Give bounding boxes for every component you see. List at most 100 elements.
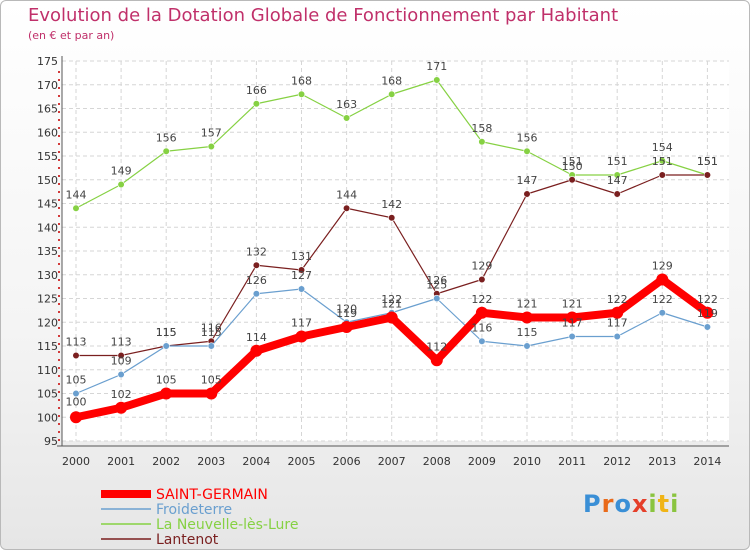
y-tick-label: 105 — [37, 388, 58, 401]
data-label: 113 — [66, 336, 87, 349]
y-tick-label: 165 — [37, 103, 58, 116]
data-label: 147 — [607, 174, 628, 187]
x-tick-label: 2012 — [603, 455, 631, 468]
data-point — [252, 100, 260, 108]
data-label: 171 — [426, 60, 447, 73]
logo-letter: P — [583, 490, 602, 518]
data-point — [297, 285, 306, 293]
data-label: 121 — [381, 298, 402, 311]
data-point — [340, 321, 353, 333]
data-point — [568, 176, 576, 184]
y-tick-label: 170 — [37, 79, 58, 92]
data-label: 125 — [426, 279, 447, 292]
data-label: 121 — [562, 298, 583, 311]
x-tick-label: 2008 — [423, 455, 451, 468]
data-point — [207, 342, 215, 350]
y-tick-label: 130 — [37, 269, 58, 282]
data-point — [658, 157, 666, 165]
proxiti-logo: Proxiti — [583, 490, 679, 518]
data-label: 151 — [697, 155, 718, 168]
data-label: 115 — [156, 326, 177, 339]
data-point — [523, 147, 531, 155]
data-point — [433, 294, 441, 303]
x-tick-label: 2006 — [333, 455, 361, 468]
data-point — [430, 354, 443, 367]
data-label: 105 — [201, 374, 222, 387]
data-label: 147 — [517, 174, 538, 187]
data-label: 116 — [201, 321, 222, 334]
x-tick-label: 2003 — [197, 455, 225, 468]
data-point — [297, 266, 306, 274]
data-point — [475, 306, 488, 319]
data-point — [523, 190, 531, 198]
x-tick-label: 2002 — [152, 455, 180, 468]
data-label: 129 — [471, 260, 492, 273]
data-point — [433, 76, 441, 84]
data-point — [521, 311, 533, 324]
data-label: 132 — [246, 245, 267, 258]
data-label: 151 — [697, 155, 718, 168]
y-tick-label: 150 — [37, 174, 58, 187]
x-tick-label: 2005 — [288, 455, 316, 468]
data-label: 144 — [66, 188, 87, 201]
y-tick-label: 145 — [37, 198, 58, 211]
data-point — [703, 171, 712, 179]
y-tick-label: 155 — [37, 150, 58, 163]
data-point — [388, 214, 396, 222]
data-label: 114 — [246, 331, 267, 344]
data-label: 115 — [156, 326, 177, 339]
data-point — [117, 351, 125, 360]
data-label: 117 — [291, 317, 312, 330]
data-label: 100 — [66, 395, 87, 408]
data-label: 119 — [336, 307, 357, 320]
data-label: 119 — [697, 307, 718, 320]
data-label: 156 — [517, 131, 538, 144]
data-label: 156 — [156, 131, 177, 144]
logo-letter: i — [670, 490, 680, 518]
x-tick-label: 2013 — [648, 455, 676, 468]
data-label: 129 — [652, 260, 673, 273]
data-label: 102 — [111, 388, 132, 401]
data-label: 116 — [471, 321, 492, 334]
data-point — [613, 190, 621, 198]
data-point — [703, 323, 712, 331]
logo-letter: t — [657, 490, 671, 518]
x-tick-label: 2000 — [62, 455, 90, 468]
x-tick-label: 2011 — [558, 455, 586, 468]
x-tick-label: 2004 — [242, 455, 270, 468]
data-point — [656, 273, 669, 286]
data-label: 122 — [381, 293, 402, 306]
data-label: 157 — [201, 127, 222, 140]
data-label: 142 — [381, 198, 402, 211]
data-label: 151 — [652, 155, 673, 168]
logo-letter: i — [648, 490, 658, 518]
y-tick-label: 175 — [37, 55, 58, 68]
chart-subtitle: (en € et par an) — [28, 29, 115, 42]
x-tick-label: 2007 — [378, 455, 406, 468]
data-point — [385, 311, 398, 324]
y-tick-label: 125 — [37, 293, 58, 306]
data-label: 151 — [562, 155, 583, 168]
data-point — [566, 311, 579, 324]
data-point — [72, 351, 80, 360]
data-point — [613, 171, 621, 179]
data-label: 126 — [426, 274, 447, 287]
data-point — [701, 306, 714, 319]
logo-letter: r — [601, 490, 615, 518]
x-tick-label: 2014 — [693, 455, 721, 468]
data-label: 127 — [291, 269, 312, 282]
data-label: 154 — [652, 141, 673, 154]
data-label: 149 — [111, 165, 132, 178]
data-label: 131 — [291, 250, 312, 263]
y-tick-label: 140 — [37, 221, 58, 234]
data-label: 122 — [697, 293, 718, 306]
legend-label: Froideterre — [156, 502, 232, 518]
data-point — [115, 401, 128, 414]
data-label: 158 — [471, 122, 492, 135]
